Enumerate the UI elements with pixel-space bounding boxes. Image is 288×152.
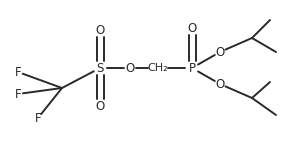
Text: P: P (189, 62, 196, 74)
Text: O: O (95, 24, 105, 36)
Text: S: S (96, 62, 104, 74)
Text: F: F (15, 66, 21, 78)
Text: CH₂: CH₂ (148, 63, 168, 73)
Text: F: F (15, 88, 21, 100)
Text: O: O (187, 21, 197, 35)
Text: O: O (95, 100, 105, 112)
Text: O: O (215, 78, 225, 90)
Text: F: F (35, 112, 41, 124)
Text: O: O (215, 45, 225, 59)
Text: O: O (125, 62, 134, 74)
